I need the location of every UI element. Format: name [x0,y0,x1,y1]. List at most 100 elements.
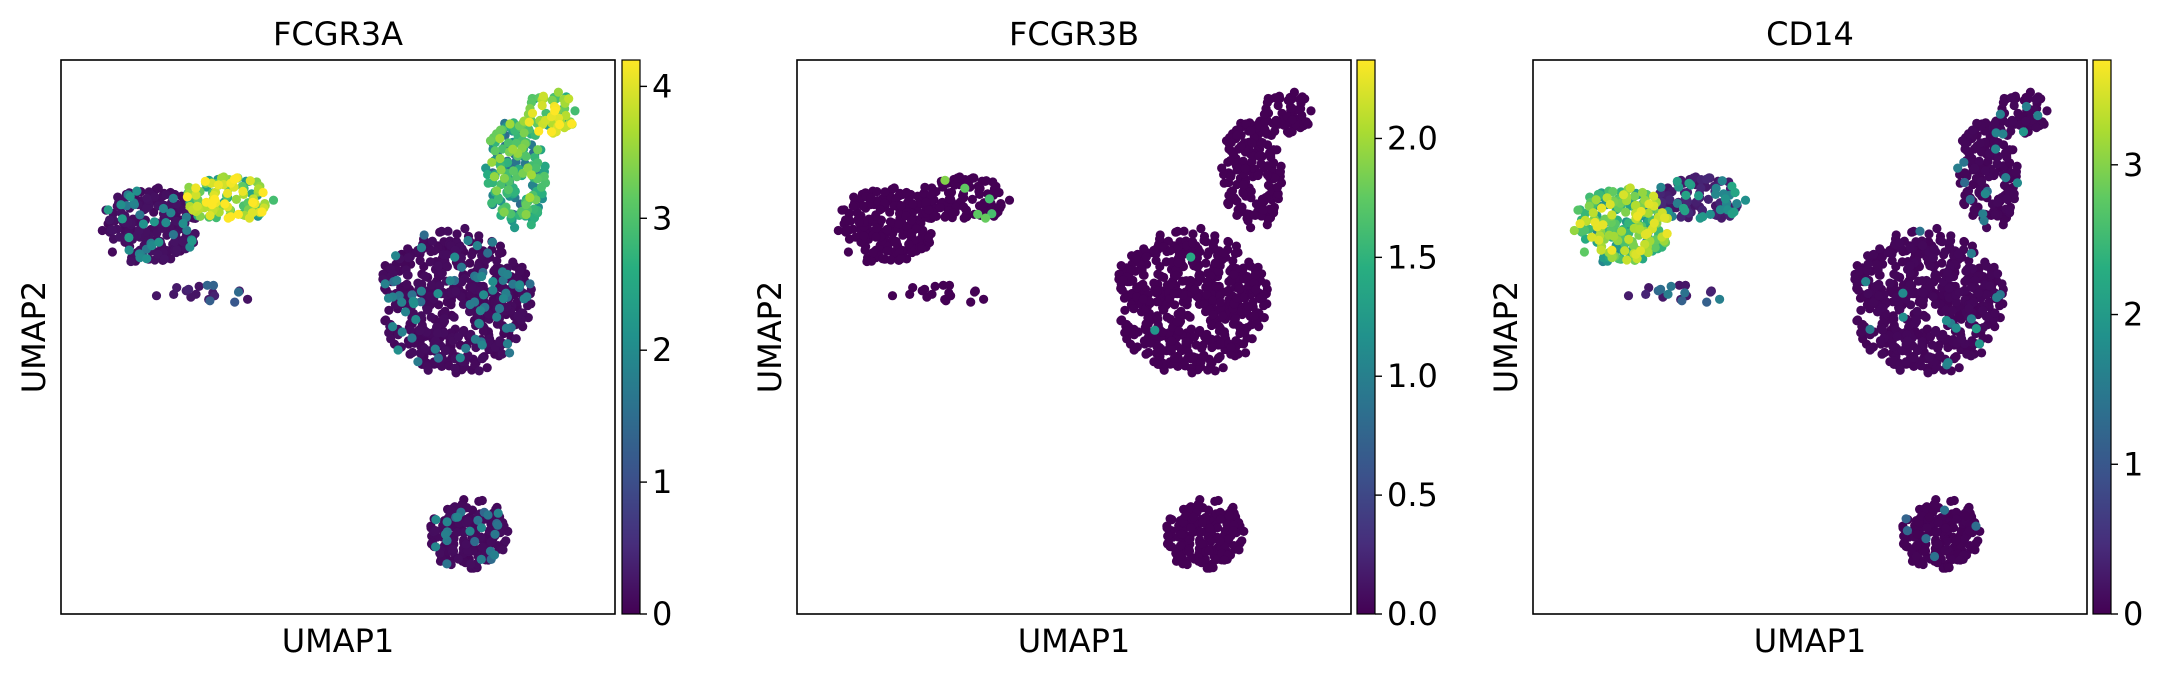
cell-point [1665,195,1675,205]
cell-point [521,200,531,210]
cell-point [1948,523,1959,533]
cell-point [994,187,1004,198]
cell-point [1211,281,1221,291]
colorbar-tick-label: 1 [2123,445,2143,483]
x-axis-label: UMAP1 [1018,622,1131,660]
cell-point [97,225,107,236]
cell-point [887,291,898,301]
cell-point [1283,95,1293,105]
cell-point [1203,365,1213,375]
cell-point [477,340,487,350]
cell-point [1208,563,1218,573]
cell-point [1201,258,1211,268]
cell-point [842,225,852,235]
cell-point [489,172,499,182]
cell-point [467,250,477,260]
cell-point [1939,505,1950,515]
cell-point [894,219,904,229]
cell-point [908,283,918,293]
cell-point [1222,287,1232,297]
cell-point [1650,242,1660,253]
cell-point [495,153,505,164]
cell-point [491,186,502,196]
cell-point [1927,340,1937,350]
cell-point [1924,352,1934,362]
cell-point [896,201,906,211]
cell-point [1980,189,1990,199]
colorbar: 0.0 0.5 1.0 1.5 2.0 [1356,59,1438,633]
cell-point [833,225,843,236]
cell-point [1236,141,1246,151]
cell-point [1947,306,1957,316]
cell-point [1235,328,1245,339]
cell-point [442,262,452,272]
cell-point [124,232,134,243]
cell-point [896,254,906,264]
cell-point [425,257,435,267]
cell-point [465,526,475,536]
cell-point [860,245,870,255]
cell-point [1218,311,1228,321]
cell-point [1573,205,1583,215]
cell-point [1243,301,1253,311]
cell-point [840,215,851,225]
cell-point [474,318,484,328]
cell-point [499,207,509,217]
x-axis-label: UMAP1 [1754,622,1867,660]
cell-point [403,253,413,263]
cell-point [1234,163,1244,173]
cell-point [1985,281,1995,291]
cell-point [126,256,136,267]
cell-point [489,550,500,560]
cell-point [981,176,991,186]
cell-point [463,235,473,246]
cell-point [1631,200,1641,210]
cell-point [452,527,462,537]
cell-point [1922,324,1932,334]
cell-point [103,205,113,215]
colorbar-tick-label: 2.0 [1387,119,1438,157]
cell-point [205,210,215,221]
cell-point [1937,237,1947,247]
cell-point [411,314,421,325]
cell-point [1246,126,1256,136]
cell-point [2018,127,2029,137]
cell-point [1224,534,1234,544]
cell-point [482,363,492,373]
cell-point [1662,229,1672,239]
cell-point [1970,545,1980,555]
cell-point [871,232,881,242]
cell-point [1902,336,1913,346]
cell-point [1711,189,1721,199]
cell-point [885,217,896,227]
cell-point [495,133,505,144]
cell-point [1912,541,1922,551]
cell-point [1943,358,1953,368]
cell-point [1153,269,1163,279]
cell-point [1656,182,1666,192]
cell-point [1166,336,1177,346]
cell-point [1995,109,2005,119]
cell-point [1247,138,1257,148]
cell-point [1231,241,1241,251]
cell-point [230,297,240,307]
cell-point [1938,329,1948,339]
cell-point [1694,191,1704,201]
colorbar-tick-label: 4 [652,67,672,105]
cell-point [1918,295,1928,305]
cell-point [1284,128,1294,138]
cell-point [1966,282,1976,292]
cell-point [1666,281,1676,291]
cell-point [1246,261,1256,271]
cell-point [1213,495,1223,506]
cell-point [402,279,412,289]
cell-point [1698,212,1708,222]
cell-point [141,203,152,213]
cell-point [966,297,976,307]
cell-point [890,237,900,247]
cell-point [453,332,464,342]
cell-point [1920,546,1931,556]
cell-point [2009,189,2019,199]
cell-point [258,187,268,198]
cell-point [1946,231,1956,241]
